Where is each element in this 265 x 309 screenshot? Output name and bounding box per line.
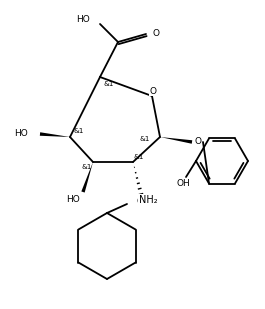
Text: NH₂: NH₂ [139, 195, 158, 205]
Text: HO: HO [76, 15, 90, 23]
Text: &1: &1 [73, 128, 83, 134]
Text: O: O [149, 87, 157, 95]
Text: HO: HO [66, 196, 80, 205]
Text: &1: &1 [104, 81, 114, 87]
Polygon shape [81, 162, 93, 193]
Text: OH: OH [176, 180, 190, 188]
Text: O: O [153, 28, 160, 37]
Text: O: O [195, 137, 201, 146]
Text: OH: OH [136, 197, 150, 206]
Polygon shape [40, 132, 70, 137]
Polygon shape [160, 137, 192, 144]
Text: &1: &1 [140, 136, 150, 142]
Text: HO: HO [14, 129, 28, 138]
Text: &1: &1 [82, 164, 92, 170]
Text: &1: &1 [134, 154, 144, 160]
